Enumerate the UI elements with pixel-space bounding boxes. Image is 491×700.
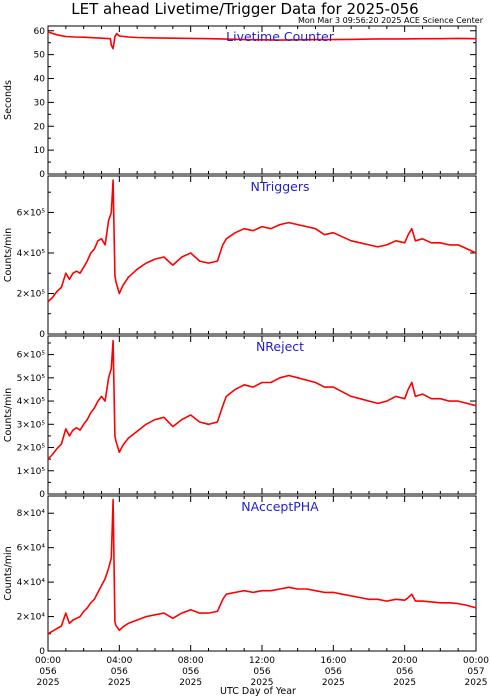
x-tick-label: 12:00 — [249, 656, 275, 666]
x-axis: 00:00056202504:00056202508:00056202512:0… — [35, 656, 489, 688]
x-tick-label: 056 — [111, 667, 128, 677]
y-tick-label: 5×10⁵ — [17, 374, 46, 384]
y-tick-label: 30 — [34, 98, 46, 108]
y-axis-title: Counts/min — [3, 228, 14, 282]
x-tick-label: 2025 — [37, 678, 60, 688]
y-tick-label: 40 — [34, 75, 46, 85]
y-tick-label: 0 — [39, 170, 45, 180]
x-axis-title: UTC Day of Year — [220, 686, 296, 697]
series-line — [47, 179, 477, 303]
y-axis-title: Seconds — [3, 80, 14, 120]
x-tick-label: 08:00 — [178, 656, 204, 666]
x-tick-label: 04:00 — [106, 656, 132, 666]
x-tick-label: 2025 — [393, 678, 416, 688]
panel-1: 0 10 20 30 40 50 60 Livetime Counter Seconds — [3, 25, 477, 180]
x-tick-label: 056 — [182, 667, 199, 677]
x-tick-label: 057 — [467, 667, 484, 677]
panel-label: NReject — [256, 339, 304, 354]
x-tick-label: 056 — [396, 667, 413, 677]
y-tick-label: 2×10⁵ — [17, 444, 46, 454]
x-tick-label: 2025 — [322, 678, 345, 688]
panel-4: 0 2×10⁴ 4×10⁴ 6×10⁴ 8×10⁴ NAcceptPHA Counts/mi… — [3, 495, 477, 657]
panels-group: 0 10 20 30 40 50 60 Livetime Counter Seconds 0 2×1… — [3, 25, 477, 657]
series-line — [47, 339, 477, 460]
x-tick-label: 2025 — [179, 678, 202, 688]
chart-subtitle: Mon Mar 3 09:56:20 2025 ACE Science Cent… — [298, 16, 484, 25]
y-tick-label: 4×10⁵ — [17, 249, 46, 259]
y-axis-title: Counts/min — [3, 388, 14, 442]
panel-label: NAcceptPHA — [241, 499, 319, 514]
y-tick-label: 50 — [34, 51, 46, 61]
y-tick-label: 0 — [39, 330, 45, 340]
x-tick-label: 056 — [325, 667, 342, 677]
panel-2: 0 2×10⁵ 4×10⁵ 6×10⁵ NTriggers Counts/min — [3, 175, 477, 340]
x-tick-label: 2025 — [108, 678, 131, 688]
y-tick-label: 3×10⁵ — [17, 420, 46, 430]
y-tick-label: 6×10⁴ — [17, 544, 46, 554]
chart-title: LET ahead Livetime/Trigger Data for 2025… — [71, 0, 418, 18]
y-tick-label: 4×10⁴ — [17, 578, 46, 588]
x-tick-label: 056 — [253, 667, 270, 677]
y-tick-label: 4×10⁵ — [17, 397, 46, 407]
y-tick-label: 2×10⁵ — [17, 289, 46, 299]
x-tick-label: 056 — [39, 667, 56, 677]
y-tick-label: 8×10⁴ — [17, 509, 46, 519]
y-tick-label: 60 — [34, 27, 46, 37]
series-line — [47, 498, 477, 635]
panel-label: Livetime Counter — [226, 29, 335, 44]
y-tick-label: 10 — [34, 146, 46, 156]
y-tick-label: 6×10⁵ — [17, 351, 46, 361]
y-tick-label: 0 — [39, 647, 45, 657]
y-tick-label: 1×10⁵ — [17, 467, 46, 477]
y-tick-label: 0 — [39, 490, 45, 500]
panel-3: 0 1×10⁵ 2×10⁵ 3×10⁵ 4×10⁵ 5×10⁵ 6×10⁵ NReject Co… — [3, 335, 477, 500]
y-axis-title: Counts/min — [3, 546, 14, 600]
series-line — [47, 31, 477, 50]
x-tick-label: 20:00 — [392, 656, 418, 666]
y-tick-label: 2×10⁴ — [17, 613, 46, 623]
x-tick-label: 00:00 — [463, 656, 489, 666]
y-tick-label: 6×10⁵ — [17, 208, 46, 218]
x-tick-label: 2025 — [465, 678, 488, 688]
y-tick-label: 20 — [34, 122, 46, 132]
panel-label: NTriggers — [251, 179, 310, 194]
x-tick-label: 2025 — [251, 678, 274, 688]
x-tick-label: 16:00 — [320, 656, 346, 666]
x-tick-label: 00:00 — [35, 656, 61, 666]
